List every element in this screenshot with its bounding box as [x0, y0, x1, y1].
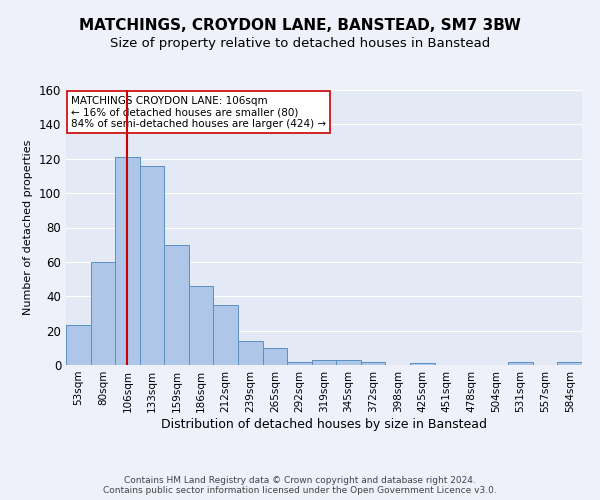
Bar	[66, 326, 91, 365]
Bar	[115, 157, 140, 365]
Bar	[508, 362, 533, 365]
Bar	[263, 348, 287, 365]
Y-axis label: Number of detached properties: Number of detached properties	[23, 140, 33, 315]
Bar	[214, 305, 238, 365]
Text: MATCHINGS, CROYDON LANE, BANSTEAD, SM7 3BW: MATCHINGS, CROYDON LANE, BANSTEAD, SM7 3…	[79, 18, 521, 32]
Bar	[140, 166, 164, 365]
Bar	[361, 362, 385, 365]
Bar	[312, 360, 336, 365]
Bar	[410, 364, 434, 365]
Bar	[91, 262, 115, 365]
Bar	[189, 286, 214, 365]
Text: MATCHINGS CROYDON LANE: 106sqm
← 16% of detached houses are smaller (80)
84% of : MATCHINGS CROYDON LANE: 106sqm ← 16% of …	[71, 96, 326, 128]
Bar	[238, 341, 263, 365]
Bar	[557, 362, 582, 365]
Bar	[164, 244, 189, 365]
X-axis label: Distribution of detached houses by size in Banstead: Distribution of detached houses by size …	[161, 418, 487, 430]
Text: Contains HM Land Registry data © Crown copyright and database right 2024.
Contai: Contains HM Land Registry data © Crown c…	[103, 476, 497, 495]
Bar	[287, 362, 312, 365]
Bar	[336, 360, 361, 365]
Text: Size of property relative to detached houses in Banstead: Size of property relative to detached ho…	[110, 38, 490, 51]
